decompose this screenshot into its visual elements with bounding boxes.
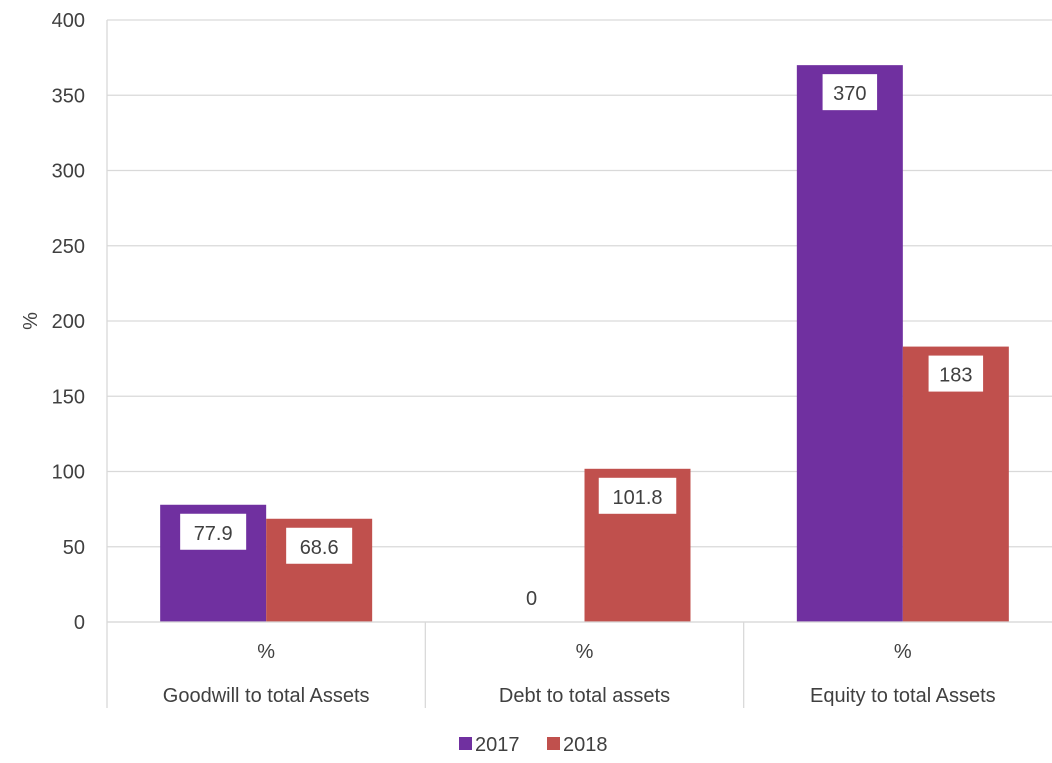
- category-label: Debt to total assets: [499, 685, 670, 707]
- category-label: Equity to total Assets: [810, 685, 996, 707]
- category-unit-label: %: [894, 641, 912, 663]
- y-tick-label: 400: [52, 10, 85, 32]
- data-label: 101.8: [612, 487, 662, 509]
- y-tick-label: 50: [63, 537, 85, 559]
- data-label: 370: [833, 83, 866, 105]
- y-tick-label: 250: [52, 236, 85, 258]
- bar-2018-2: [902, 346, 1009, 622]
- data-label: 77.9: [194, 523, 233, 545]
- legend-label: 2018: [563, 734, 608, 756]
- legend-label: 2017: [475, 734, 520, 756]
- y-tick-label: 350: [52, 85, 85, 107]
- y-tick-label: 150: [52, 386, 85, 408]
- y-tick-label: 0: [74, 612, 85, 634]
- data-label: 0: [526, 588, 537, 610]
- y-tick-label: 200: [52, 311, 85, 333]
- data-label-box: [822, 74, 878, 111]
- data-label: 68.6: [300, 537, 339, 559]
- data-label-box: [598, 477, 677, 514]
- y-tick-label: 300: [52, 161, 85, 183]
- data-label-box: [928, 355, 984, 392]
- data-label: 183: [939, 365, 972, 387]
- legend-swatch-2017: [459, 737, 472, 750]
- bar-2017-2: [796, 65, 903, 622]
- y-tick-label: 100: [52, 462, 85, 484]
- category-label: Goodwill to total Assets: [163, 685, 370, 707]
- category-unit-label: %: [576, 641, 594, 663]
- data-label-box: [180, 513, 247, 550]
- y-axis-label: %: [20, 312, 42, 330]
- legend-swatch-2018: [547, 737, 560, 750]
- category-unit-label: %: [257, 641, 275, 663]
- data-label-box: [286, 527, 353, 564]
